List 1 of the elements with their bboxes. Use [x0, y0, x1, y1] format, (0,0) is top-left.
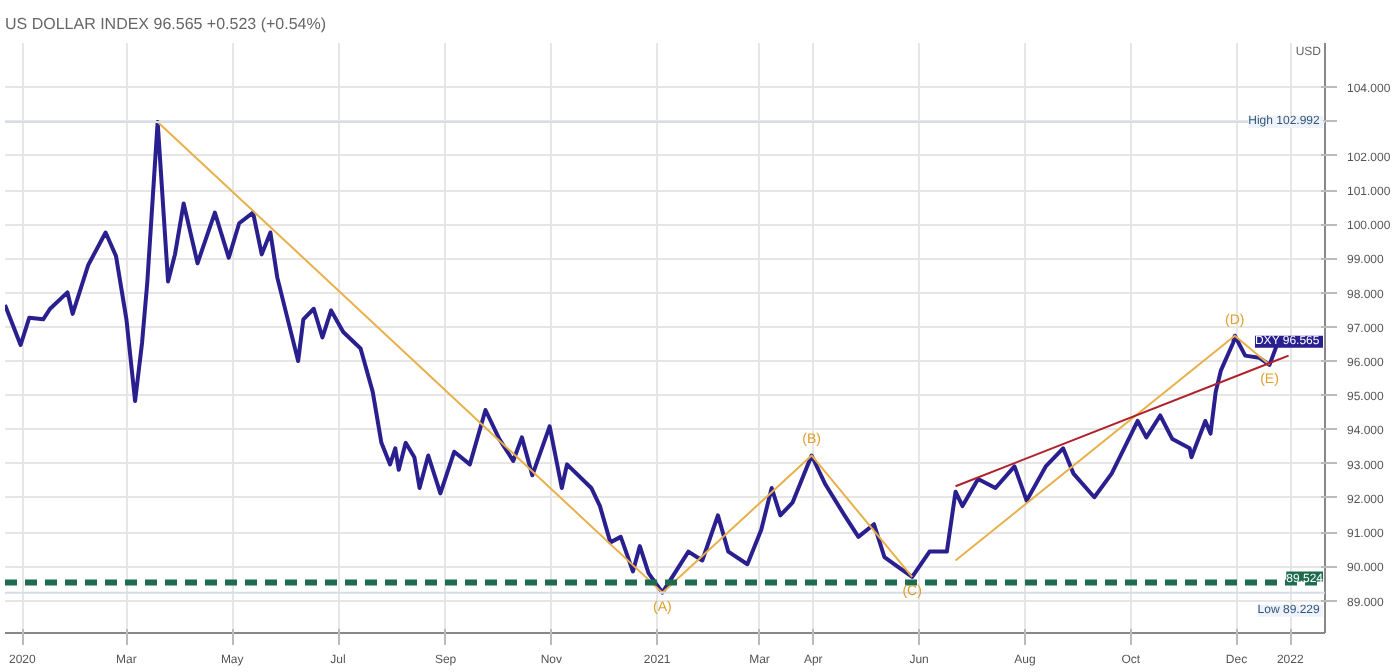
chart-title: US DOLLAR INDEX 96.565 +0.523 (+0.54%)	[5, 15, 327, 33]
